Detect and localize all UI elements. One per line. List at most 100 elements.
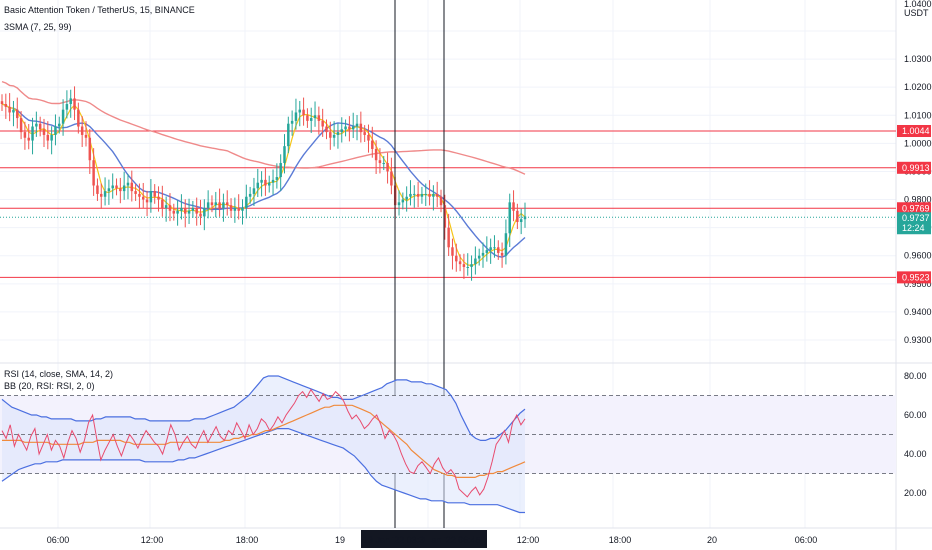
candle-body — [77, 109, 80, 127]
candle-body — [435, 193, 439, 197]
candle-body — [290, 120, 294, 124]
candle-body — [19, 118, 23, 133]
candle-body — [485, 250, 489, 253]
candle-body — [432, 193, 435, 197]
candle-body — [206, 202, 210, 208]
candle-body — [138, 193, 141, 197]
candle-body — [164, 205, 168, 208]
candle-body — [84, 134, 88, 138]
candle-body — [199, 213, 202, 217]
price-badge — [897, 202, 931, 215]
candle-body — [443, 205, 447, 228]
time-tick-label: 18:00 — [609, 535, 632, 545]
candle-body — [180, 207, 183, 211]
price-badge — [897, 212, 931, 225]
bb-legend[interactable]: BB (20, RSI: RSI, 2, 0) — [4, 381, 95, 391]
candle-body — [451, 247, 454, 256]
candle-body — [332, 134, 336, 138]
rsi-tick-label: 80.00 — [904, 371, 927, 381]
candle-body — [397, 202, 401, 206]
price-badge-label: 0.9737 — [902, 213, 930, 223]
time-tick-label: 12:00 — [517, 535, 540, 545]
candle-body — [428, 193, 431, 197]
time-tick-label: 06:00 — [795, 535, 818, 545]
symbol-title[interactable]: Basic Attention Token / TetherUS, 15, BI… — [4, 5, 195, 15]
candle-body — [245, 196, 248, 208]
candle-body — [466, 266, 469, 268]
candle-body — [50, 134, 53, 141]
rsi-tick-label: 60.00 — [904, 410, 927, 420]
candle-body — [46, 134, 50, 141]
candle-body — [489, 247, 492, 251]
candle-body — [519, 219, 523, 223]
candle-body — [35, 123, 38, 127]
candle-body — [355, 123, 359, 127]
candle-body — [298, 109, 302, 113]
currency-label: USDT — [904, 8, 929, 18]
price-badge — [897, 125, 931, 138]
candle-body — [340, 129, 343, 133]
sma99-line — [1, 80, 526, 175]
candle-body — [184, 207, 187, 214]
candle-body — [115, 185, 118, 189]
price-tick-label: 0.9800 — [904, 195, 932, 205]
candle-body — [283, 146, 286, 164]
candle-body — [12, 109, 15, 113]
candle-body — [336, 132, 340, 135]
candle-body — [348, 126, 351, 130]
candle-body — [493, 247, 496, 249]
candle-body — [203, 207, 206, 217]
candle-body — [462, 264, 466, 267]
candle-body — [313, 115, 317, 119]
candle-body — [294, 112, 298, 121]
sma-legend[interactable]: 3SMA (7, 25, 99) — [4, 22, 72, 32]
candle-body — [4, 104, 8, 107]
candle-body — [329, 132, 332, 138]
candle-body — [386, 163, 389, 172]
candle-body — [458, 261, 462, 265]
candle-body — [359, 123, 363, 133]
candle-body — [157, 196, 160, 200]
rsi-line — [1, 388, 526, 498]
candle-body — [119, 188, 122, 192]
candle-body — [229, 205, 233, 211]
candle-body — [214, 202, 218, 206]
candle-body — [256, 182, 260, 189]
candle-body — [210, 202, 214, 206]
rsi-legend[interactable]: RSI (14, close, SMA, 14, 2) — [4, 369, 114, 379]
candle-body — [92, 160, 95, 186]
candle-body — [401, 199, 405, 203]
time-tick-label: 20 — [707, 535, 717, 545]
time-cursor-label: an '22 06:45 — [431, 535, 480, 545]
candle-body — [149, 191, 153, 203]
candle-body — [260, 179, 263, 183]
candle-body — [69, 98, 72, 105]
candle-body — [287, 123, 290, 147]
rsi-ma-line — [2, 404, 526, 478]
candle-body — [145, 199, 149, 203]
candle-body — [126, 182, 130, 186]
price-tick-label: 1.0300 — [904, 54, 932, 64]
candle-body — [237, 207, 240, 211]
candle-body — [73, 98, 76, 110]
bb-lower-line — [1, 428, 525, 514]
price-badge-label: 1.0044 — [902, 126, 930, 136]
candle-body — [187, 210, 191, 214]
price-badge-label: 0.9769 — [902, 203, 930, 213]
candle-body — [416, 193, 420, 197]
candle-body — [233, 207, 237, 211]
candle-body — [23, 132, 27, 138]
candle-body — [455, 255, 458, 262]
candle-body — [195, 207, 198, 214]
candle-body — [413, 193, 416, 195]
candle-body — [504, 233, 508, 256]
candle-body — [218, 202, 221, 208]
time-tick-label: 18:00 — [236, 535, 259, 545]
candle-body — [344, 126, 347, 130]
candle-body — [447, 227, 450, 248]
candle-body — [176, 210, 179, 214]
candle-body — [172, 210, 176, 214]
candle-body — [271, 179, 275, 183]
candle-body — [142, 196, 145, 200]
